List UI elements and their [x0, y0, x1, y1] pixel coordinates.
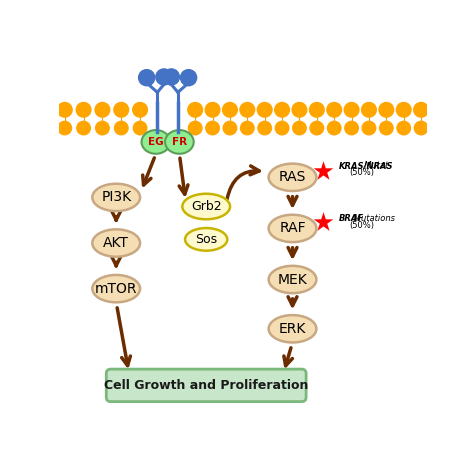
Circle shape [396, 102, 411, 117]
Circle shape [223, 121, 237, 135]
Text: AKT: AKT [103, 236, 129, 250]
Circle shape [76, 102, 91, 117]
Circle shape [133, 121, 147, 135]
Circle shape [310, 121, 324, 135]
Circle shape [362, 121, 376, 135]
Ellipse shape [92, 184, 140, 211]
Circle shape [57, 102, 72, 117]
Circle shape [327, 102, 342, 117]
Circle shape [96, 121, 109, 135]
Circle shape [240, 102, 255, 117]
Circle shape [310, 102, 324, 117]
Circle shape [133, 102, 147, 117]
Circle shape [138, 70, 155, 86]
Circle shape [275, 102, 290, 117]
Ellipse shape [269, 315, 316, 343]
Circle shape [397, 121, 410, 135]
Circle shape [205, 102, 220, 117]
Circle shape [58, 121, 72, 135]
Point [319, 167, 327, 174]
Circle shape [345, 121, 358, 135]
Circle shape [328, 121, 341, 135]
Text: MEK: MEK [278, 273, 308, 286]
Circle shape [344, 102, 359, 117]
Text: FR: FR [172, 137, 187, 147]
Text: RAS: RAS [279, 170, 306, 184]
Point [319, 218, 327, 226]
Text: (50%): (50%) [349, 168, 374, 177]
Text: BRAF: BRAF [338, 214, 364, 223]
Circle shape [114, 102, 128, 117]
Circle shape [188, 102, 202, 117]
Circle shape [77, 121, 91, 135]
Text: Grb2: Grb2 [191, 200, 221, 213]
Ellipse shape [165, 130, 194, 154]
Text: mTOR: mTOR [95, 282, 137, 296]
Text: Sos: Sos [195, 233, 217, 246]
Circle shape [163, 69, 179, 85]
Text: Cell Growth and Proliferation: Cell Growth and Proliferation [104, 379, 309, 392]
Circle shape [206, 121, 219, 135]
Text: EG: EG [148, 137, 164, 147]
Circle shape [414, 121, 428, 135]
Circle shape [292, 121, 306, 135]
Circle shape [223, 102, 237, 117]
Ellipse shape [269, 266, 316, 293]
Circle shape [379, 102, 394, 117]
Text: Mutations: Mutations [338, 214, 395, 223]
Ellipse shape [92, 275, 140, 302]
Ellipse shape [269, 215, 316, 242]
Circle shape [115, 121, 128, 135]
Circle shape [257, 102, 272, 117]
Circle shape [292, 102, 307, 117]
Ellipse shape [185, 228, 228, 251]
Ellipse shape [269, 164, 316, 191]
Circle shape [181, 70, 197, 86]
Ellipse shape [142, 130, 170, 154]
Text: KRAS/NRAS: KRAS/NRAS [338, 161, 393, 170]
Ellipse shape [182, 194, 230, 219]
Circle shape [380, 121, 393, 135]
Text: (50%): (50%) [349, 221, 374, 230]
Text: Mutat: Mutat [338, 161, 389, 170]
Circle shape [240, 121, 254, 135]
Circle shape [156, 69, 172, 85]
Circle shape [258, 121, 272, 135]
Text: RAF: RAF [279, 221, 306, 236]
Circle shape [188, 121, 202, 135]
Ellipse shape [92, 229, 140, 257]
Circle shape [362, 102, 376, 117]
Text: PI3K: PI3K [101, 191, 131, 204]
Circle shape [414, 102, 428, 117]
Circle shape [275, 121, 289, 135]
Circle shape [95, 102, 110, 117]
FancyBboxPatch shape [106, 369, 306, 401]
Text: ERK: ERK [279, 322, 306, 336]
